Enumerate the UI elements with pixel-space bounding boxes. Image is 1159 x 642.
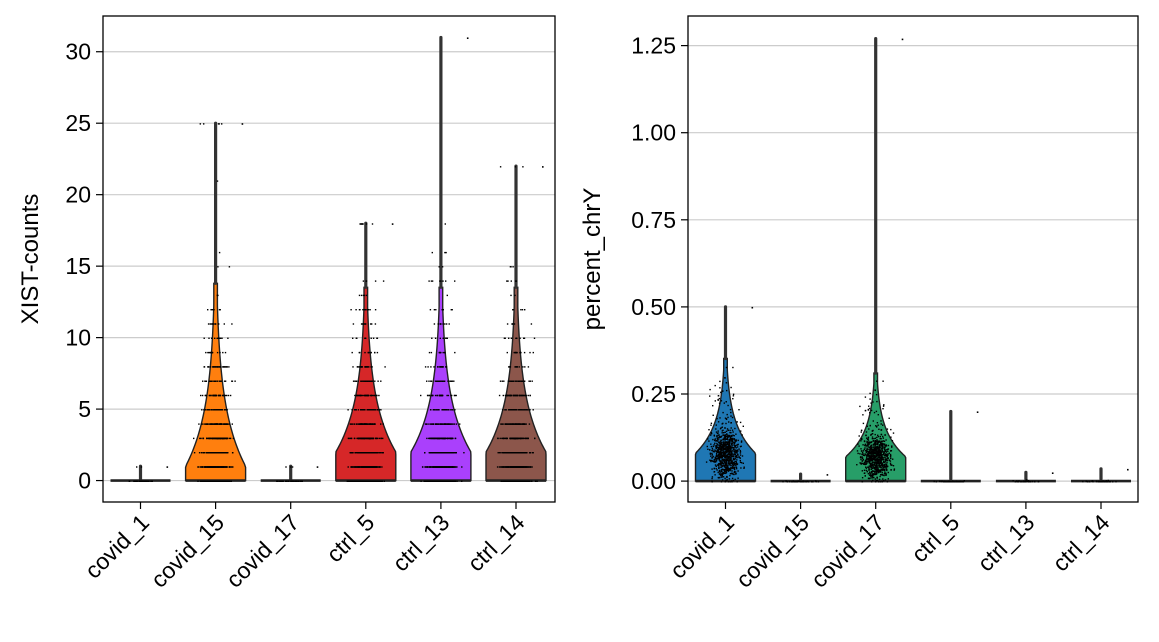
violin-ctrl-5 <box>335 221 397 482</box>
plot-frame <box>687 15 1139 503</box>
y-tick-label: 0 <box>78 468 91 494</box>
y-axis-label: XIST-counts <box>17 194 44 325</box>
x-tick-label-ctrl-5: ctrl_5 <box>321 509 379 567</box>
y-tick-label: 15 <box>65 253 91 279</box>
violin-covid-15 <box>184 121 247 482</box>
x-tick-label-covid-15: covid_15 <box>731 509 814 592</box>
violin-body <box>335 286 397 482</box>
strip-points <box>933 411 979 483</box>
gridlines <box>103 51 555 482</box>
strip-points <box>276 466 319 482</box>
y-tick-label: 0.50 <box>631 294 676 320</box>
x-tick-label-ctrl-5: ctrl_5 <box>906 509 964 567</box>
xist-counts-panel: XIST-counts 051015202530covid_1covid_15c… <box>17 15 556 593</box>
plot-frame <box>102 15 556 503</box>
strip-points <box>496 166 544 482</box>
x-tick-label-covid-17: covid_17 <box>806 509 889 592</box>
strip-points <box>1012 472 1054 483</box>
y-tick-label: 1.25 <box>631 33 676 59</box>
violin-ctrl-14 <box>485 164 547 482</box>
violin-ctrl-5 <box>920 409 981 483</box>
violin-covid-17 <box>260 464 321 482</box>
x-tick-label-ctrl-14: ctrl_14 <box>1047 509 1114 576</box>
violin-covid-15 <box>770 472 831 483</box>
gridlines <box>688 45 1138 482</box>
violin-ctrl-13 <box>995 470 1056 483</box>
violin-ctrl-13 <box>410 35 472 482</box>
y-axis-label: percent_chrY <box>579 188 606 331</box>
strip-points <box>705 306 754 483</box>
violin-covid-1 <box>110 464 171 482</box>
y-tick-label: 30 <box>65 39 91 65</box>
strip-points <box>856 38 904 483</box>
x-tick-label-covid-15: covid_15 <box>146 509 229 592</box>
violin-covid-1 <box>694 305 757 483</box>
y-tick-label: 20 <box>65 182 91 208</box>
strip-points <box>346 223 394 482</box>
x-tick-label-covid-17: covid_17 <box>221 509 304 592</box>
y-tick-label: 5 <box>78 396 91 422</box>
percent-chry-panel: percent_chrY 0.00 0.25 0.50 0.75 1.00 1.25 cov… <box>579 15 1139 593</box>
y-tick-label: 1.00 <box>631 120 676 146</box>
strip-points <box>420 37 469 482</box>
y-tick-label: 0.75 <box>631 207 676 233</box>
strip-points <box>128 466 169 482</box>
violin-body <box>184 282 247 482</box>
violin-body <box>485 286 547 482</box>
y-tick-label: 0.25 <box>631 381 676 407</box>
x-tick-label-ctrl-14: ctrl_14 <box>462 509 529 576</box>
y-tick-label: 25 <box>65 110 91 136</box>
strip-points <box>782 474 829 483</box>
strip-points <box>193 123 244 482</box>
y-tick-label: 10 <box>65 325 91 351</box>
x-tick-label-ctrl-13: ctrl_13 <box>972 509 1039 576</box>
strip-points <box>1082 468 1129 483</box>
x-tick-label-covid-1: covid_1 <box>665 509 739 583</box>
y-tick-label: 0.00 <box>631 468 676 494</box>
x-tick-label-ctrl-13: ctrl_13 <box>387 509 454 576</box>
violin-covid-17 <box>845 37 907 483</box>
violin-body <box>410 286 472 482</box>
x-tick-label-covid-1: covid_1 <box>80 509 154 583</box>
violin-ctrl-14 <box>1071 467 1131 483</box>
